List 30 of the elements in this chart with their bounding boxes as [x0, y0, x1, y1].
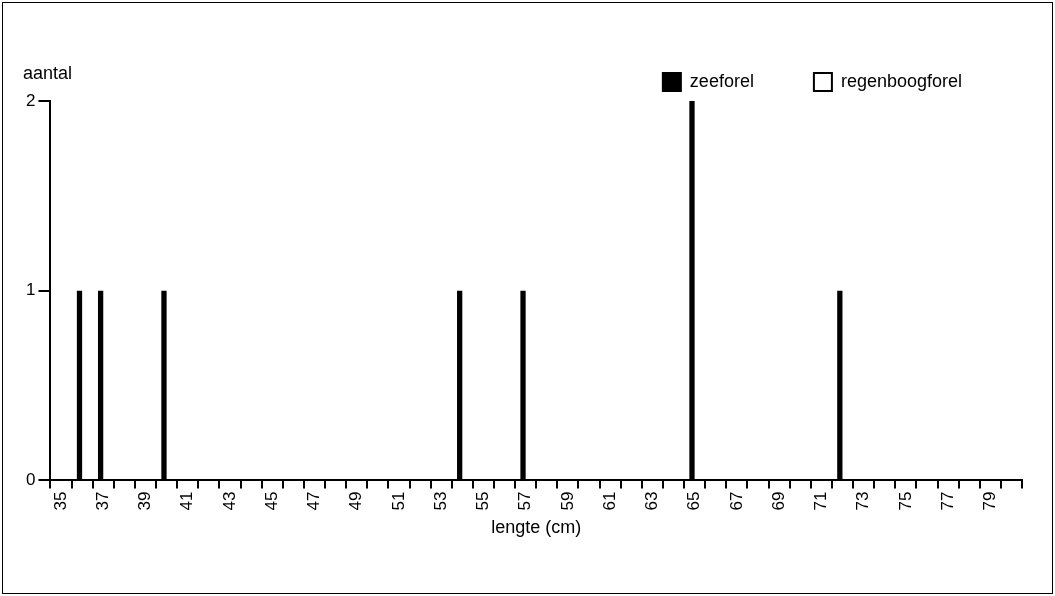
- x-tick-label: 67: [726, 491, 746, 511]
- x-axis-title: lengte (cm): [491, 517, 582, 538]
- x-tick-label: 75: [895, 491, 915, 511]
- x-tick-label: 49: [346, 491, 366, 511]
- x-tick-label: 45: [261, 491, 281, 511]
- x-tick-label: 35: [50, 491, 70, 511]
- x-tick-label: 39: [135, 491, 155, 511]
- x-tick-label: 79: [980, 491, 1000, 511]
- x-tick-label: 73: [853, 491, 873, 511]
- x-tick-label: 51: [388, 491, 408, 511]
- y-tick-label: 1: [25, 280, 36, 300]
- x-tick-label: 37: [92, 491, 112, 511]
- x-tick-label: 77: [937, 491, 957, 511]
- x-tick-label: 61: [599, 491, 619, 511]
- x-tick-label: 59: [557, 491, 577, 511]
- y-axis-title: aantal: [23, 62, 73, 83]
- x-tick-label: 65: [684, 491, 704, 511]
- legend-label: regenboogforel: [840, 70, 963, 91]
- legend-label: zeeforel: [689, 70, 754, 91]
- x-tick-label: 43: [219, 491, 239, 511]
- x-tick-label: 41: [177, 491, 197, 511]
- x-tick-label: 63: [642, 491, 662, 511]
- x-tick-label: 47: [304, 491, 324, 511]
- x-tick-label: 57: [515, 491, 535, 511]
- x-tick-label: 71: [811, 491, 831, 511]
- x-tick-label: 55: [473, 491, 493, 511]
- x-tick-label: 53: [430, 491, 450, 511]
- y-tick-label: 2: [25, 90, 36, 110]
- x-tick-label: 69: [768, 491, 788, 511]
- y-tick-label: 0: [25, 470, 36, 490]
